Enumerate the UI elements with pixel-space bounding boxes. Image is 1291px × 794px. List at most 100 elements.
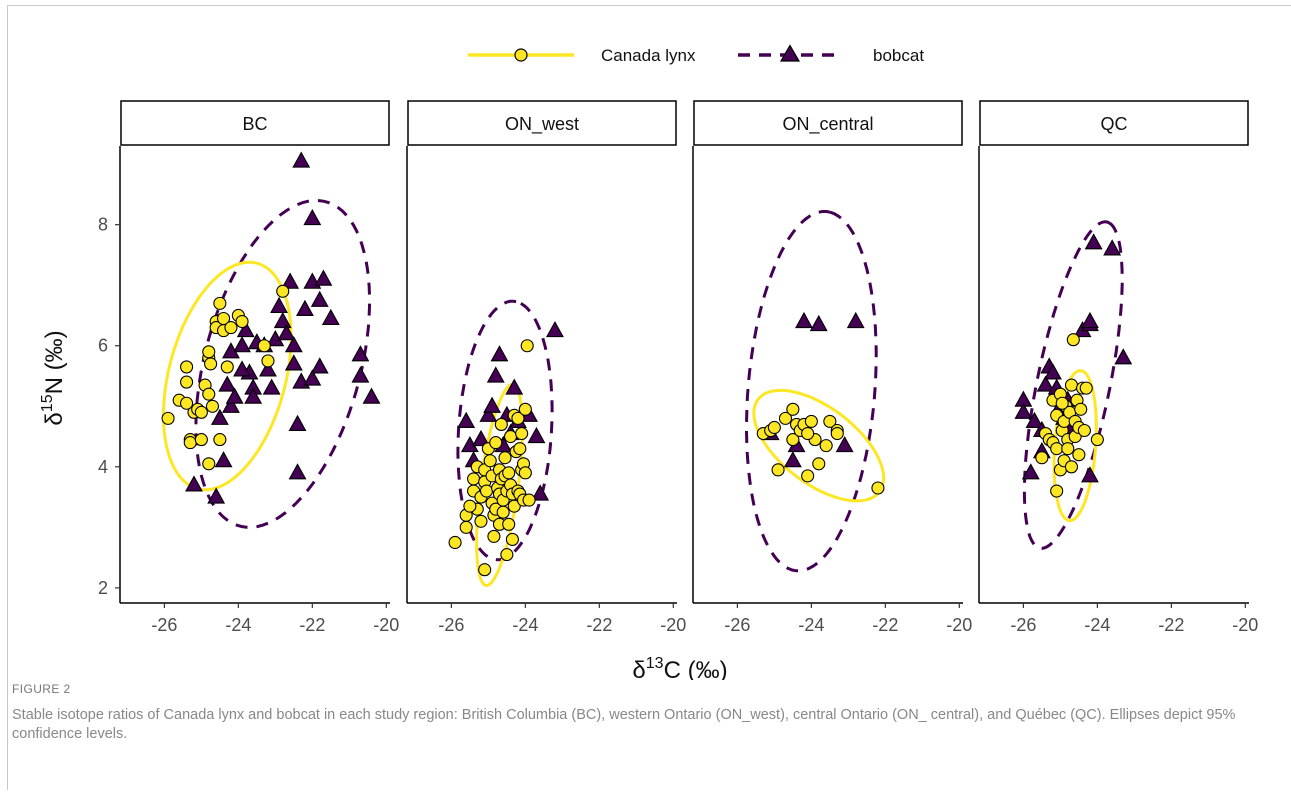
figure-frame xyxy=(7,5,1291,790)
bobcat-point xyxy=(1081,466,1099,483)
y-axis-title: δ15N (‰) xyxy=(39,330,68,425)
lynx-point xyxy=(801,426,815,441)
lynx-point xyxy=(771,463,785,477)
lynx-point xyxy=(507,499,521,513)
lynx-point xyxy=(1064,378,1079,392)
bobcat-point xyxy=(351,366,370,383)
lynx-point xyxy=(767,420,781,435)
bobcat-point xyxy=(505,378,524,395)
lynx-point xyxy=(1050,442,1064,456)
legend-lynx-marker xyxy=(514,48,528,62)
bobcat-point xyxy=(273,311,292,329)
bobcat-point xyxy=(185,475,203,492)
bobcat-point xyxy=(472,429,490,447)
x-tick-label: -20 xyxy=(660,615,686,635)
lynx-ellipse xyxy=(475,382,524,588)
bobcat-point xyxy=(292,151,311,168)
lynx-point xyxy=(871,481,885,495)
lynx-point xyxy=(194,433,208,447)
bobcat-ellipse xyxy=(744,210,878,573)
legend-bobcat-label: bobcat xyxy=(873,46,924,65)
lynx-point xyxy=(463,499,477,513)
lynx-point xyxy=(1074,402,1088,416)
lynx-point xyxy=(202,387,216,401)
bobcat-point xyxy=(795,311,813,329)
bobcat-point xyxy=(1025,411,1044,428)
caption-text: Stable isotope ratios of Canada lynx and… xyxy=(12,707,1236,742)
x-tick-label: -22 xyxy=(1158,615,1184,635)
lynx-point xyxy=(1066,333,1080,347)
x-tick-label: -24 xyxy=(225,615,251,635)
bobcat-point xyxy=(288,463,307,480)
bobcat-point xyxy=(1114,348,1133,365)
lynx-point xyxy=(487,529,501,543)
lynx-point xyxy=(213,433,227,447)
lynx-point xyxy=(520,339,534,353)
bobcat-point xyxy=(218,375,237,392)
bobcat-point xyxy=(303,369,322,386)
bobcat-point xyxy=(1084,233,1103,250)
lynx-point xyxy=(786,433,800,447)
lynx-point xyxy=(804,414,818,428)
lynx-point xyxy=(224,321,238,335)
bobcat-point xyxy=(835,435,854,453)
lynx-point xyxy=(180,396,194,410)
lynx-point xyxy=(483,454,497,468)
bobcat-point xyxy=(486,366,505,383)
lynx-point xyxy=(819,439,833,453)
lynx-point xyxy=(522,493,536,507)
bobcat-point xyxy=(490,345,509,362)
bobcat-point xyxy=(236,320,255,338)
lynx-point xyxy=(1064,460,1079,474)
x-tick-label: -24 xyxy=(1084,615,1110,635)
legend-lynx-label: Canada lynx xyxy=(601,46,696,65)
bobcat-point xyxy=(303,208,322,226)
lynx-point xyxy=(511,411,525,425)
bobcat-point xyxy=(214,451,233,468)
bobcat-point xyxy=(321,308,340,326)
lynx-point xyxy=(1072,448,1086,462)
bobcat-point xyxy=(281,272,300,289)
y-tick-label: 8 xyxy=(98,215,108,235)
lynx-point xyxy=(257,339,271,353)
facet-strip xyxy=(120,100,390,146)
lynx-point xyxy=(513,442,527,456)
lynx-point xyxy=(489,436,503,450)
lynx-point xyxy=(1055,396,1069,410)
lynx-point xyxy=(474,514,488,528)
bobcat-point xyxy=(783,451,802,468)
bobcat-point xyxy=(362,387,381,404)
bobcat-point xyxy=(527,426,546,444)
bobcat-point xyxy=(210,408,229,425)
y-tick-label: 4 xyxy=(98,457,108,477)
lynx-point xyxy=(202,345,216,359)
lynx-point xyxy=(205,399,220,413)
bobcat-point xyxy=(262,378,281,395)
bobcat-point xyxy=(457,411,476,428)
lynx-point xyxy=(161,411,175,425)
facet-strip xyxy=(693,100,963,146)
lynx-point xyxy=(1050,484,1064,498)
lynx-point xyxy=(202,457,216,471)
bobcat-point xyxy=(483,396,502,413)
lynx-point xyxy=(1035,451,1049,465)
lynx-point xyxy=(183,436,197,450)
x-tick-label: -26 xyxy=(724,615,750,635)
x-tick-label: -20 xyxy=(946,615,972,635)
bobcat-point xyxy=(284,354,303,371)
x-tick-label: -24 xyxy=(798,615,824,635)
facet-label: BC xyxy=(242,114,267,134)
lynx-point xyxy=(502,466,516,480)
lynx-point xyxy=(786,402,800,416)
lynx-point xyxy=(235,314,249,329)
lynx-ellipse xyxy=(752,388,886,503)
lynx-point xyxy=(1077,423,1091,438)
bobcat-point xyxy=(259,360,277,377)
lynx-point xyxy=(194,405,208,419)
bobcat-point xyxy=(1014,402,1033,419)
lynx-point xyxy=(500,548,514,562)
facet-label: ON_west xyxy=(505,114,579,135)
lynx-point xyxy=(502,517,516,531)
bobcat-point xyxy=(207,487,226,504)
bobcat-point xyxy=(225,387,244,404)
